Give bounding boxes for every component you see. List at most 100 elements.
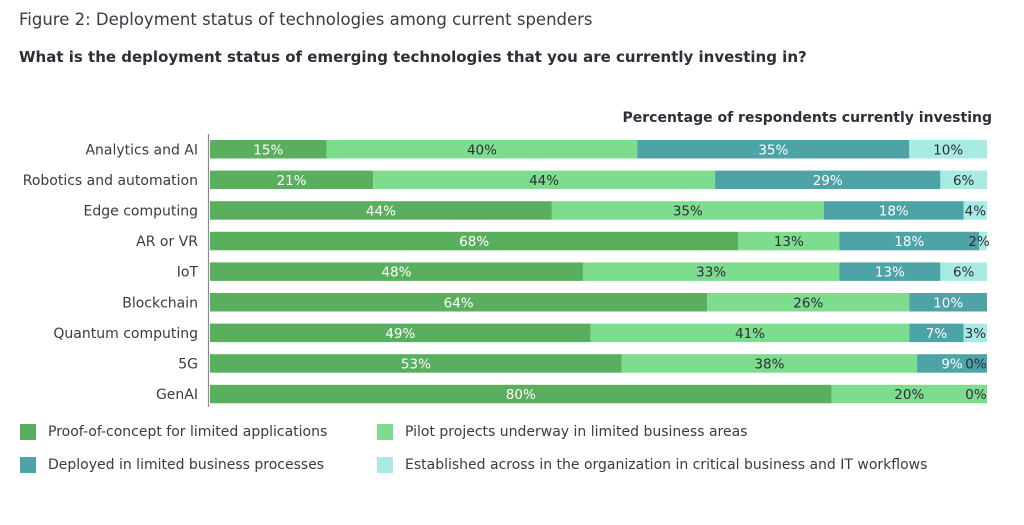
data-label: 26% — [793, 295, 823, 311]
data-label: 64% — [444, 295, 474, 311]
data-label: 41% — [735, 326, 765, 342]
bar-segment — [551, 201, 824, 220]
data-label: 3% — [965, 326, 987, 342]
data-label: 2% — [968, 234, 990, 250]
legend-swatch — [377, 424, 393, 440]
bar-segment — [582, 262, 840, 281]
data-label: 6% — [953, 173, 975, 189]
bar-segment — [210, 323, 591, 343]
data-label: 68% — [459, 234, 489, 250]
bar-row: Blockchain 64% 26% 10% — [122, 293, 987, 312]
data-label: 0% — [965, 356, 987, 372]
bar-segment — [210, 354, 622, 373]
bar-segment — [210, 170, 374, 190]
data-label: 13% — [875, 265, 905, 281]
data-label: 33% — [696, 265, 726, 281]
category-label: Analytics and AI — [85, 142, 198, 158]
bar-segment — [707, 293, 910, 312]
category-label: 5G — [178, 356, 198, 372]
bar-row: Robotics and automation 21% 44% 29% 6% — [23, 170, 987, 190]
data-label: 18% — [879, 203, 909, 219]
legend-item-deployed: Deployed in limited business processes — [20, 457, 324, 473]
category-label: IoT — [177, 265, 199, 281]
data-label: 7% — [926, 326, 948, 342]
bar-segment — [210, 262, 583, 281]
bar-segment — [621, 354, 918, 373]
legend-label: Established across in the organization i… — [405, 457, 928, 473]
bar-row: 5G 53% 38% 9% 0% — [178, 354, 987, 373]
legend-item-proof-of-concept: Proof-of-concept for limited application… — [20, 424, 327, 440]
bar-segment — [210, 293, 708, 312]
category-label: AR or VR — [136, 234, 198, 250]
data-label: 80% — [506, 387, 536, 403]
data-label: 10% — [933, 142, 963, 158]
data-label: 9% — [941, 356, 963, 372]
bar-segment — [940, 170, 987, 190]
legend-swatch — [377, 457, 393, 473]
data-label: 40% — [467, 142, 497, 158]
bar-segment — [963, 323, 987, 343]
bar-segment — [909, 293, 987, 312]
data-label: 35% — [673, 203, 703, 219]
category-label: Robotics and automation — [23, 173, 198, 189]
category-label: Edge computing — [84, 203, 198, 219]
bar-row: AR or VR 68% 13% 18% 2% — [136, 231, 990, 251]
bar-segment — [823, 201, 964, 220]
bar-segment — [210, 140, 327, 159]
chart-question: What is the deployment status of emergin… — [19, 48, 807, 66]
legend-label: Proof-of-concept for limited application… — [48, 424, 328, 440]
data-label: 0% — [965, 387, 987, 403]
bar-segment — [326, 140, 638, 159]
data-label: 44% — [366, 203, 396, 219]
data-label: 29% — [813, 173, 843, 189]
data-label: 38% — [754, 356, 784, 372]
legend-label: Pilot projects underway in limited busin… — [405, 424, 748, 440]
bar-segment — [738, 231, 840, 251]
bar-segment — [909, 323, 964, 343]
data-label: 4% — [965, 203, 987, 219]
data-label: 6% — [953, 265, 975, 281]
bar-segment — [210, 231, 739, 251]
x-axis-label: Percentage of respondents currently inve… — [622, 110, 992, 126]
bar-row: GenAI 80% 20% 0% — [156, 384, 987, 404]
bar-segment — [979, 231, 987, 251]
category-label: Quantum computing — [53, 326, 198, 342]
category-label: Blockchain — [122, 295, 198, 311]
bar-segment — [373, 170, 716, 190]
bar-segment — [210, 384, 832, 404]
legend-label: Deployed in limited business processes — [48, 457, 325, 473]
data-label: 35% — [758, 142, 788, 158]
data-label: 53% — [401, 356, 431, 372]
bar-segment — [715, 170, 941, 190]
bar-segment — [909, 140, 987, 159]
bar-segment — [839, 262, 941, 281]
bar-segment — [831, 384, 987, 404]
data-label: 13% — [774, 234, 804, 250]
figure-title: Figure 2: Deployment status of technolog… — [19, 10, 593, 29]
data-label: 18% — [894, 234, 924, 250]
data-label: 15% — [253, 142, 283, 158]
bar-row: IoT 48% 33% 13% 6% — [177, 262, 987, 281]
data-label: 44% — [529, 173, 559, 189]
data-label: 48% — [381, 265, 411, 281]
bar-row: Quantum computing 49% 41% 7% 3% — [53, 323, 987, 343]
bar-segment — [940, 262, 987, 281]
data-label: 20% — [894, 387, 924, 403]
bar-segment — [839, 231, 980, 251]
legend-swatch — [20, 457, 36, 473]
data-label: 49% — [385, 326, 415, 342]
bar-row: Edge computing 44% 35% 18% 4% — [84, 201, 987, 220]
legend-item-established: Established across in the organization i… — [377, 457, 927, 473]
legend-swatch — [20, 424, 36, 440]
legend-item-pilot-projects: Pilot projects underway in limited busin… — [377, 424, 747, 440]
bar-row: Analytics and AI 15% 40% 35% 10% — [85, 140, 987, 159]
data-label: 10% — [933, 295, 963, 311]
data-label: 21% — [277, 173, 307, 189]
bar-segment — [210, 201, 552, 220]
bar-segment — [963, 201, 987, 220]
bar-segment — [917, 354, 987, 373]
bar-segment — [637, 140, 910, 159]
bar-segment — [590, 323, 910, 343]
category-label: GenAI — [156, 387, 198, 403]
